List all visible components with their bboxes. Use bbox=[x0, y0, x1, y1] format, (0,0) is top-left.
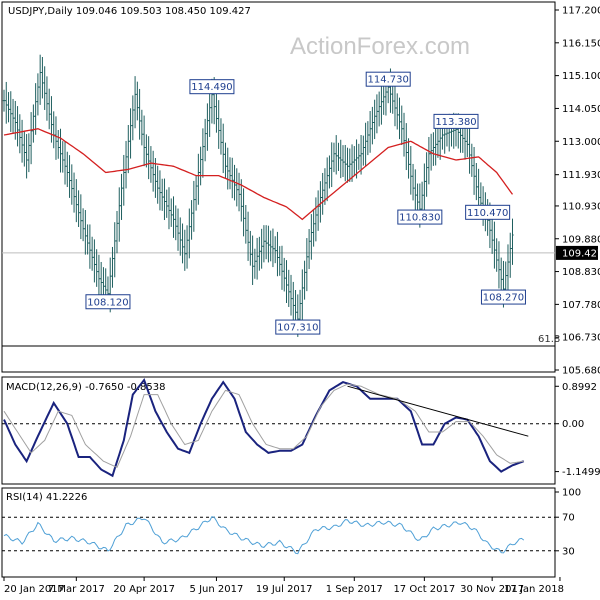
price-label-box bbox=[397, 209, 443, 225]
price-label-box bbox=[480, 289, 526, 305]
price-label-box bbox=[275, 319, 321, 335]
price-label-box bbox=[433, 113, 479, 129]
price-label: 107.310 bbox=[277, 323, 318, 334]
rsi-tick-label: 30 bbox=[562, 546, 575, 557]
x-tick-label: 19 Jul 2017 bbox=[256, 584, 313, 595]
price-tick-label: 111.930 bbox=[562, 170, 600, 181]
x-tick-label: 20 Jan 2017 bbox=[4, 584, 64, 595]
x-tick-label: 20 Apr 2017 bbox=[113, 584, 175, 595]
price-tick-label: 117.200 bbox=[562, 6, 600, 17]
macd-tick-label: -1.1499 bbox=[562, 467, 600, 478]
price-tick-label: 108.830 bbox=[562, 267, 600, 278]
price-panel: ActionForex.com USDJPY,Daily 109.046 109… bbox=[1, 1, 600, 377]
fib-level-label: 61.8 bbox=[538, 334, 560, 345]
macd-panel: MACD(12,26,9) -0.7650 -0.8538 0.8992 0.00… bbox=[1, 376, 600, 485]
last-price-box bbox=[556, 245, 598, 260]
price-label: 114.730 bbox=[368, 75, 409, 86]
macd-trendline-line bbox=[347, 385, 529, 437]
price-header: USDJPY,Daily 109.046 109.503 108.450 109… bbox=[8, 6, 251, 17]
x-tick-label: 30 Nov 2017 bbox=[460, 584, 524, 595]
rsi-line bbox=[3, 516, 525, 555]
macd-signal-line bbox=[3, 383, 524, 469]
price-label-box bbox=[189, 79, 235, 95]
price-label: 114.490 bbox=[191, 82, 232, 93]
watermark: ActionForex.com bbox=[290, 33, 470, 60]
price-tick-label: 113.000 bbox=[562, 137, 600, 148]
rsi-header: RSI(14) 41.2226 bbox=[6, 492, 87, 503]
rsi-tick-label: 100 bbox=[562, 488, 581, 499]
last-price-label: 109.427 bbox=[562, 248, 600, 259]
price-label: 113.380 bbox=[435, 117, 476, 128]
price-tick-label: 106.730 bbox=[562, 333, 600, 344]
rsi-panel: RSI(14) 41.2226 100 70 30 bbox=[1, 487, 581, 578]
x-tick-label: 17 Jan 2018 bbox=[504, 584, 564, 595]
price-label-box bbox=[85, 294, 131, 310]
price-tick-label: 107.780 bbox=[562, 300, 600, 311]
price-tick-label: 110.930 bbox=[562, 201, 600, 212]
moving-average-line bbox=[3, 128, 514, 221]
macd-tick-label: 0.00 bbox=[562, 419, 584, 430]
macd-macd-line bbox=[3, 377, 525, 478]
price-tick-label: 109.880 bbox=[562, 234, 600, 245]
x-tick-label: 17 Oct 2017 bbox=[393, 584, 455, 595]
x-tick-label: 7 Mar 2017 bbox=[48, 584, 105, 595]
macd-header: MACD(12,26,9) -0.7650 -0.8538 bbox=[6, 382, 166, 393]
price-tick-label: 115.100 bbox=[562, 71, 600, 82]
x-tick-label: 1 Sep 2017 bbox=[326, 584, 383, 595]
price-label: 108.270 bbox=[483, 293, 524, 304]
price-label-box bbox=[365, 71, 411, 87]
price-label-box bbox=[465, 204, 511, 220]
x-tick-label: 5 Jun 2017 bbox=[190, 584, 244, 595]
price-tick-label: 114.050 bbox=[562, 104, 600, 115]
price-tick-label: 116.150 bbox=[562, 38, 600, 49]
price-label: 110.470 bbox=[467, 208, 508, 219]
price-tick-label: 105.680 bbox=[562, 366, 600, 377]
price-label: 108.120 bbox=[87, 297, 128, 308]
price-label: 110.830 bbox=[399, 213, 440, 224]
macd-tick-label: 0.8992 bbox=[562, 382, 597, 393]
rsi-tick-label: 70 bbox=[562, 513, 575, 524]
